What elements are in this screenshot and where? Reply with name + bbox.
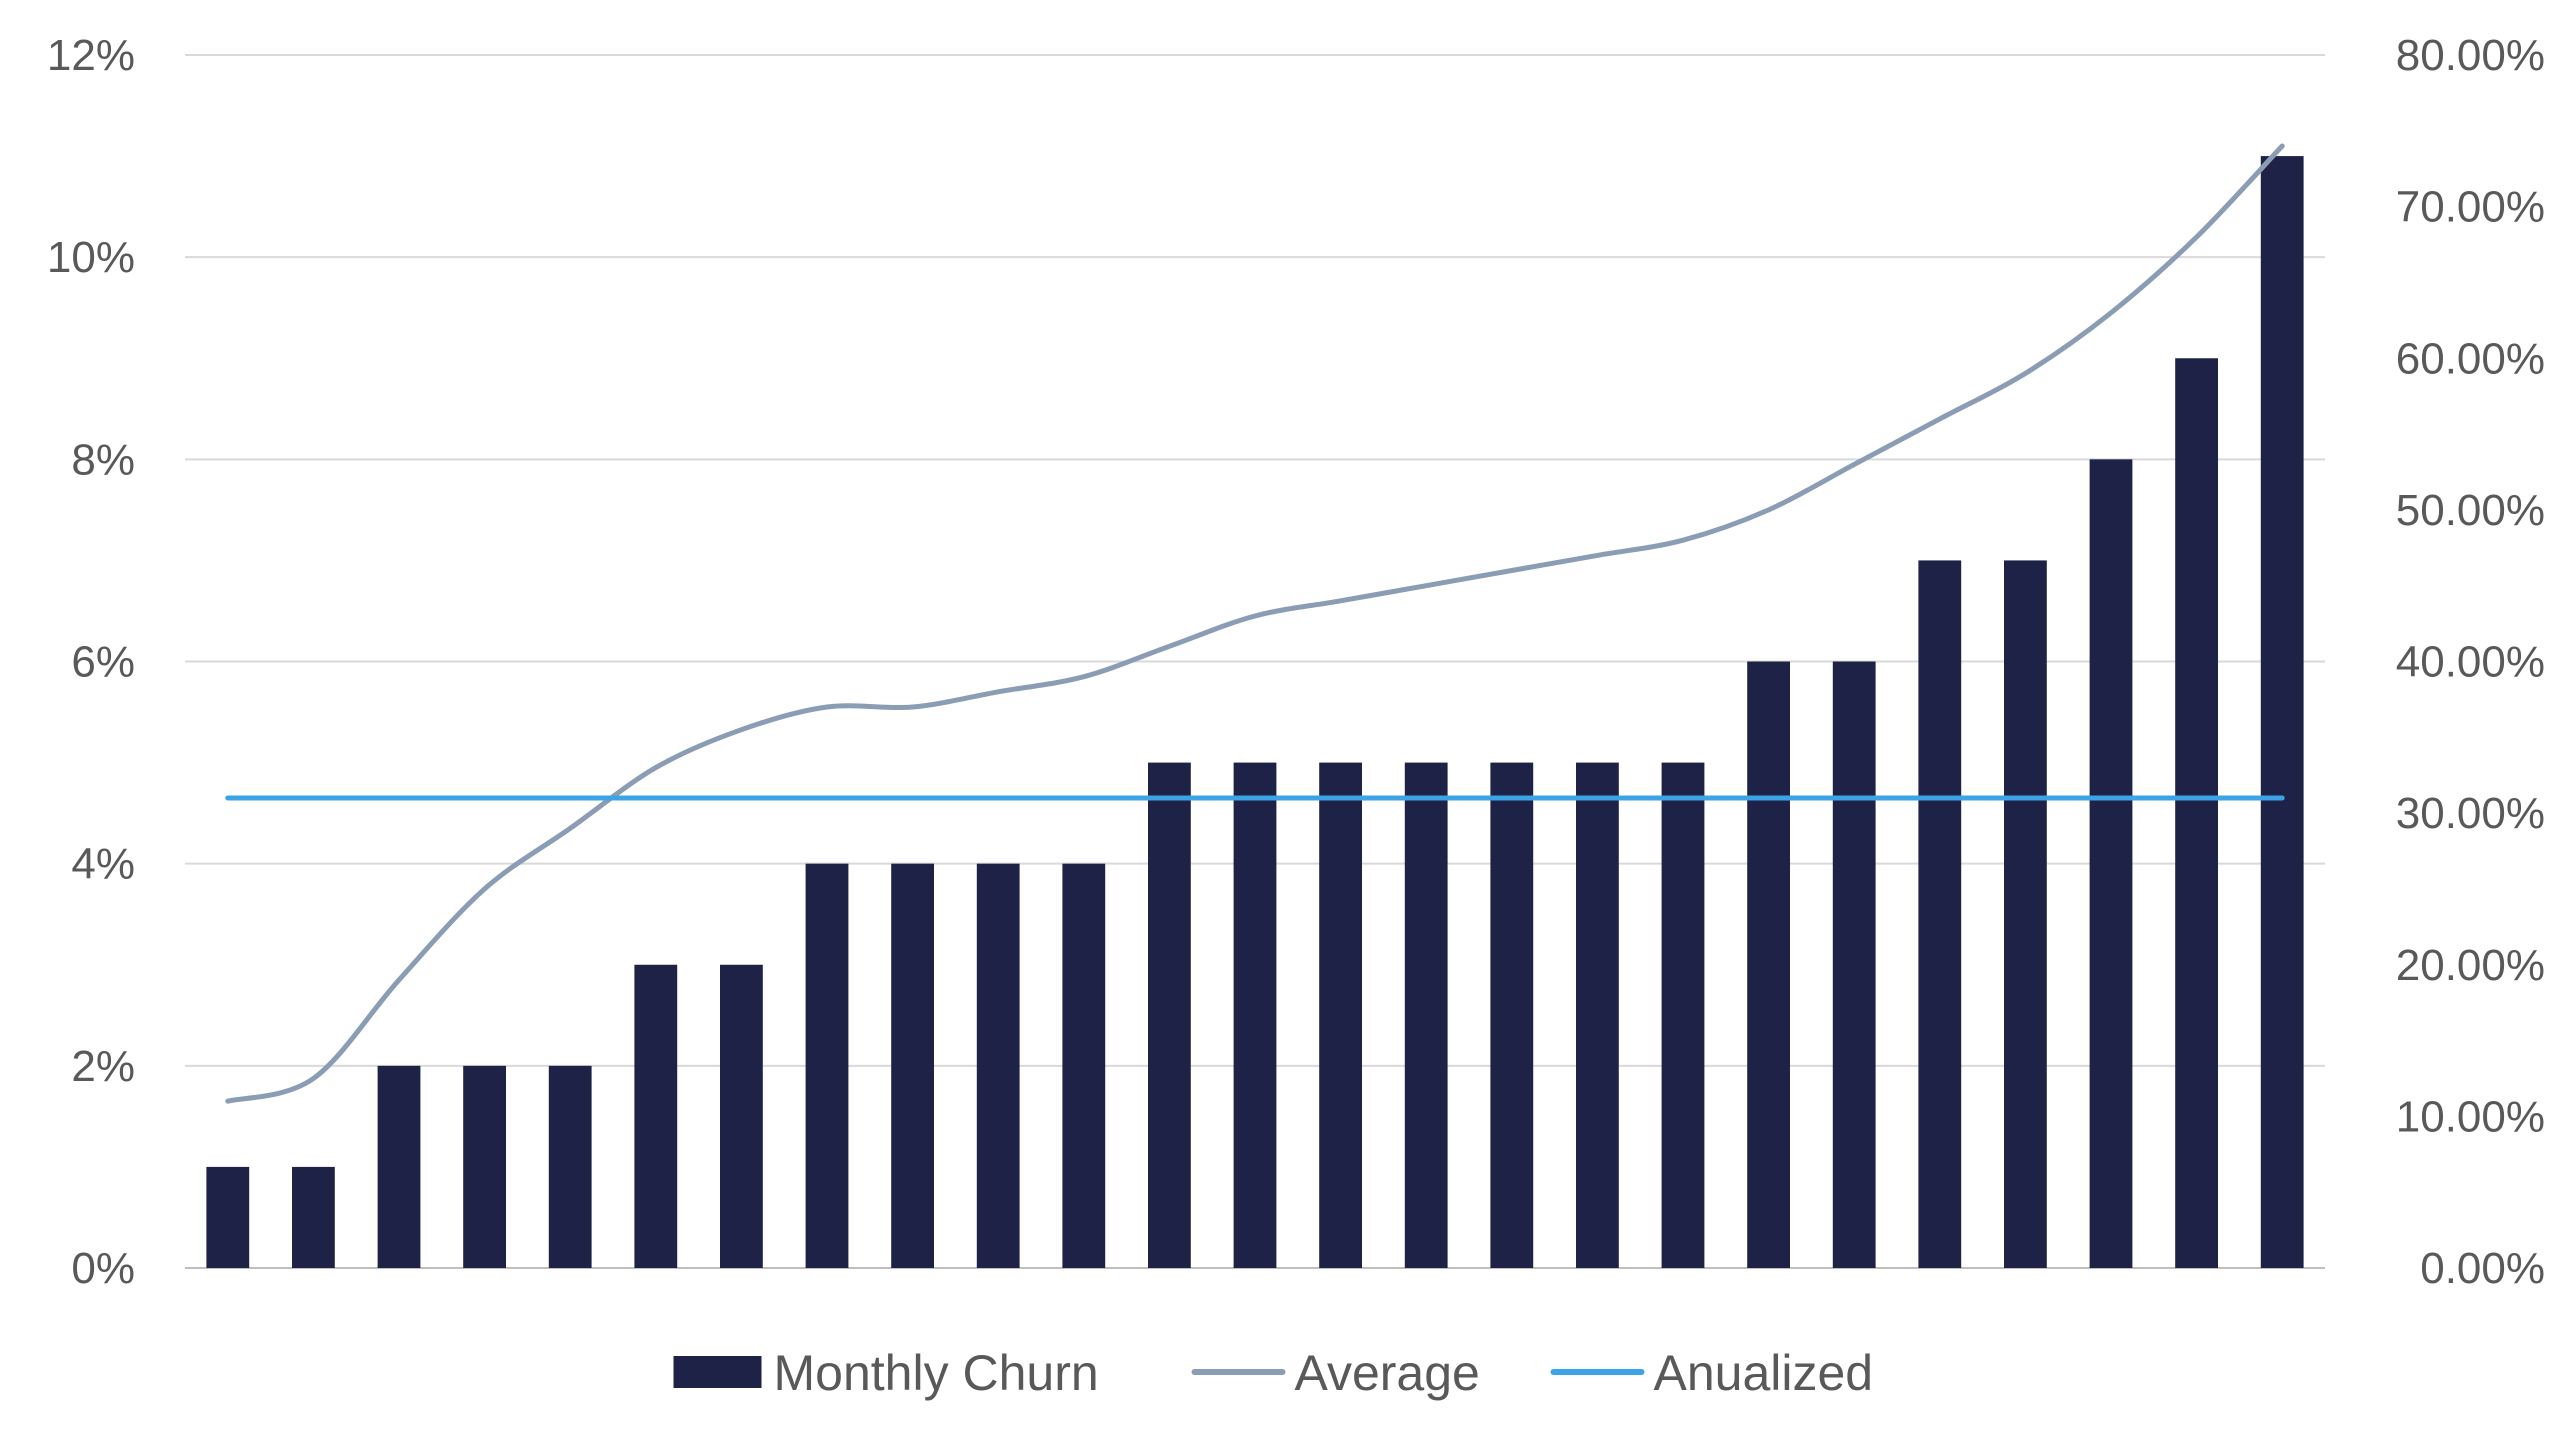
legend: Monthly Churn Average Anualized <box>673 1345 1874 1401</box>
right-y-tick-label: 0.00% <box>2420 1244 2545 1293</box>
left-y-tick-label: 4% <box>71 840 135 889</box>
bar <box>1319 762 1362 1268</box>
bar <box>548 1065 592 1268</box>
bar <box>1233 762 1277 1268</box>
bar <box>805 863 849 1268</box>
bar <box>1747 661 1790 1268</box>
monthly-churn-bars <box>206 156 2304 1268</box>
left-y-tick-label: 6% <box>71 638 135 687</box>
bar <box>1661 762 1705 1268</box>
left-y-tick-label: 12% <box>47 31 135 80</box>
right-y-tick-label: 70.00% <box>2396 183 2545 232</box>
bar <box>206 1166 250 1268</box>
legend-label-monthly-churn: Monthly Churn <box>774 1345 1099 1401</box>
left-y-tick-label: 0% <box>71 1244 135 1293</box>
bar <box>377 1065 421 1268</box>
bar <box>1404 762 1448 1268</box>
legend-marker-monthly-churn <box>673 1356 762 1388</box>
bar <box>1918 560 1962 1268</box>
bar <box>634 964 678 1268</box>
bar <box>1490 762 1534 1268</box>
left-y-tick-label: 10% <box>47 233 135 282</box>
bar <box>2175 358 2218 1268</box>
legend-label-anualized: Anualized <box>1654 1345 1874 1401</box>
bar <box>976 863 1020 1268</box>
right-y-axis: 0.00% 10.00% 20.00% 30.00% 40.00% 50.00% 60.00… <box>2396 31 2545 1293</box>
right-y-tick-label: 50.00% <box>2396 486 2545 535</box>
right-y-tick-label: 60.00% <box>2396 334 2545 383</box>
bar <box>2004 560 2047 1268</box>
right-y-tick-label: 40.00% <box>2396 638 2545 687</box>
bar <box>891 863 934 1268</box>
bar <box>720 964 763 1268</box>
bar <box>1576 762 1619 1268</box>
bar <box>2260 156 2304 1268</box>
left-y-tick-label: 8% <box>71 435 135 484</box>
bar <box>1062 863 1106 1268</box>
gridlines <box>185 54 2325 1269</box>
right-y-tick-label: 30.00% <box>2396 789 2545 838</box>
bar <box>292 1166 335 1268</box>
bar <box>1148 762 1191 1268</box>
left-y-tick-label: 2% <box>71 1042 135 1091</box>
left-y-axis: 0% 2% 4% 6% 8% 10% 12% <box>47 31 135 1293</box>
right-y-tick-label: 20.00% <box>2396 941 2545 990</box>
bar <box>2089 459 2133 1268</box>
bar <box>463 1065 506 1268</box>
bar <box>1832 661 1876 1268</box>
right-y-tick-label: 10.00% <box>2396 1092 2545 1141</box>
legend-label-average: Average <box>1295 1345 1480 1401</box>
line-series <box>225 143 2285 1104</box>
right-y-tick-label: 80.00% <box>2396 31 2545 80</box>
average-line <box>225 143 2285 1104</box>
